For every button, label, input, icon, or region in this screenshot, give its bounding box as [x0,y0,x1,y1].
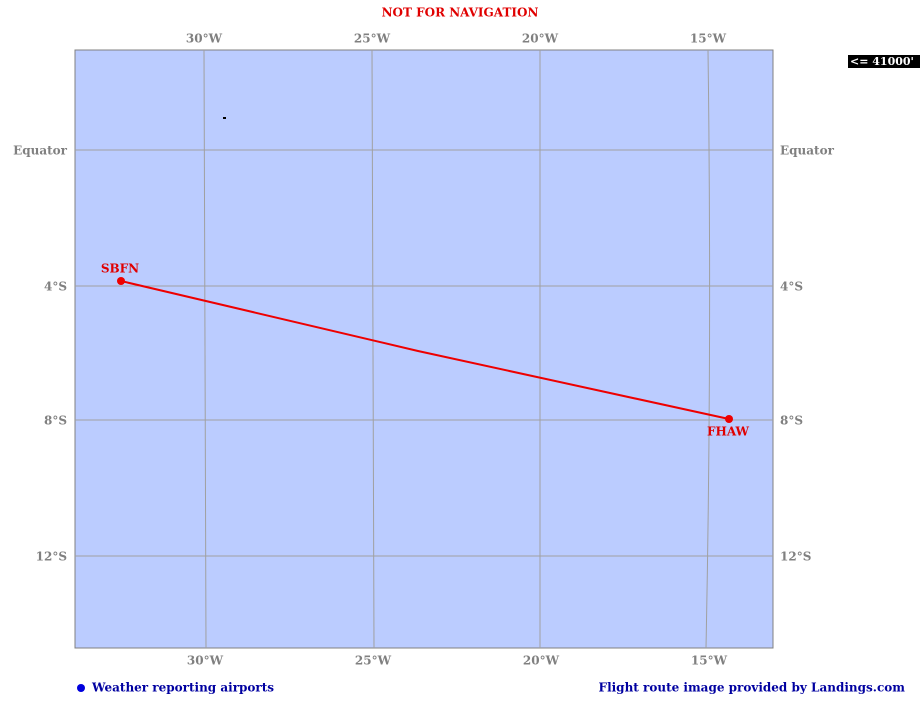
altitude-badge [848,55,920,68]
lat-label: 4°S [44,280,67,294]
lat-label: 12°S [780,550,811,564]
meridian [371,49,375,649]
lon-label: 25°W [355,654,392,668]
lon-label: 15°W [691,654,728,668]
airport-dot [725,415,733,423]
altitude-label: <= 41000' [850,55,914,68]
lat-label: Equator [13,144,68,158]
lon-label: 20°W [522,32,559,46]
meridian [705,49,711,649]
meridian [203,49,207,649]
map-area [74,49,774,649]
legend-dot [77,684,85,692]
lat-label: 4°S [780,280,803,294]
lon-label: 30°W [187,654,224,668]
airport-dot [117,277,125,285]
lon-label: 15°W [690,32,727,46]
lon-label: 30°W [186,32,223,46]
route [120,280,730,420]
legend-text: Weather reporting airports [91,681,274,695]
lat-label: Equator [780,144,835,158]
airport-label: SBFN [101,262,139,276]
lat-label: 8°S [780,414,803,428]
lon-label: 20°W [523,654,560,668]
lon-label: 25°W [354,32,391,46]
title: NOT FOR NAVIGATION [382,6,539,20]
lat-label: 8°S [44,414,67,428]
credit: Flight route image provided by Landings.… [599,681,906,695]
airport-label: FHAW [707,425,750,439]
lat-label: 12°S [36,550,67,564]
